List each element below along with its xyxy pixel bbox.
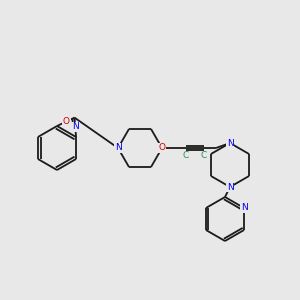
- Text: O: O: [63, 117, 70, 126]
- Text: C: C: [201, 152, 207, 160]
- Text: O: O: [158, 143, 166, 152]
- Text: N: N: [241, 203, 248, 212]
- Text: N: N: [115, 143, 122, 152]
- Text: C: C: [183, 152, 189, 160]
- Text: N: N: [226, 182, 233, 191]
- Text: N: N: [72, 122, 79, 131]
- Text: N: N: [226, 139, 233, 148]
